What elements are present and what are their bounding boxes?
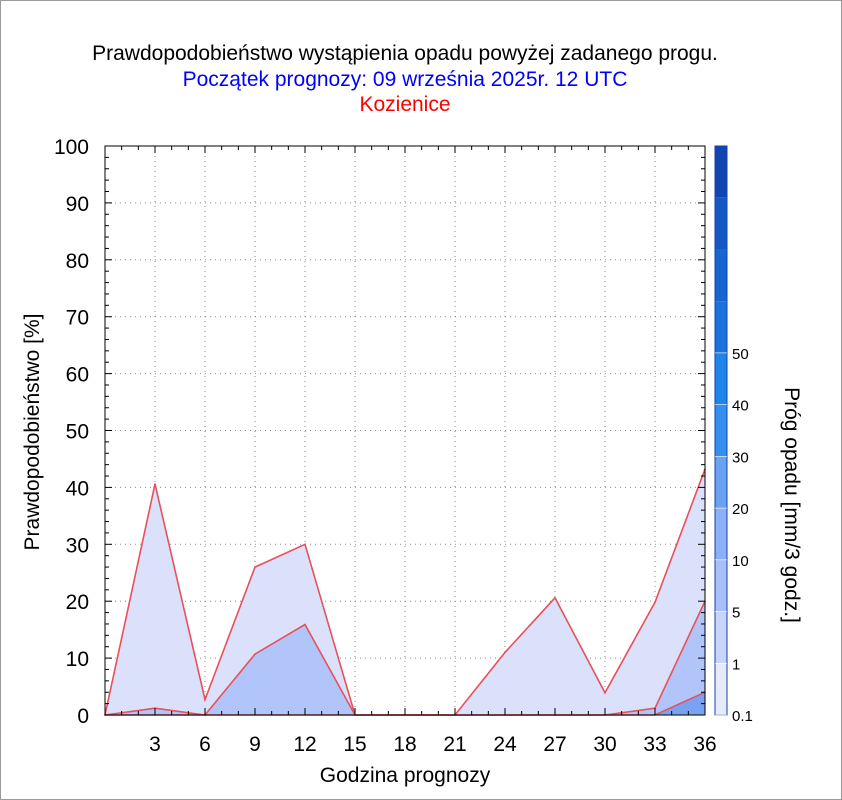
- x-tick-label: 33: [643, 733, 666, 756]
- data-point-threshold-0.1: [254, 566, 256, 568]
- threshold-areas: [104, 468, 706, 716]
- data-point-threshold-0.1: [654, 601, 656, 604]
- data-point-threshold-0.1: [204, 698, 206, 701]
- colorbar-segment: [715, 197, 727, 250]
- colorbar-segment: [715, 352, 727, 405]
- colorbar-segment: [715, 508, 727, 560]
- data-point-threshold-0.1: [554, 596, 556, 599]
- y-tick-label: 40: [66, 477, 89, 500]
- x-axis-ticks: 3 6 9 12 15 18 21 24 27 30 33 36: [104, 146, 717, 756]
- y-tick-label: 100: [54, 136, 89, 159]
- area-threshold-1: [105, 601, 705, 715]
- colorbar-tick-label: 50: [732, 346, 749, 363]
- data-point-threshold-0.1: [504, 651, 506, 654]
- forecast-start-subtitle: Początek prognozy: 09 września 2025r. 12…: [182, 68, 628, 91]
- y-tick-label: 90: [66, 193, 89, 216]
- colorbar-segment: [715, 559, 727, 612]
- x-tick-label: 18: [393, 733, 416, 756]
- colorbar-segment: [715, 611, 727, 664]
- y-tick-label: 30: [66, 534, 89, 557]
- y-tick-label: 80: [66, 250, 89, 273]
- y-tick-label: 20: [66, 591, 89, 614]
- colorbar-tick-label: 1: [732, 656, 740, 673]
- colorbar-segment: [715, 663, 727, 715]
- colorbar-label: Próg opadu [mm/3 godz.]: [780, 387, 803, 623]
- y-tick-label: 70: [66, 307, 89, 330]
- x-tick-label: 15: [343, 733, 366, 756]
- colorbar-segment: [715, 404, 727, 457]
- y-tick-label: 50: [66, 421, 89, 444]
- colorbar-segment: [715, 456, 727, 509]
- x-axis-label: Godzina prognozy: [320, 764, 491, 787]
- x-tick-label: 6: [199, 733, 211, 756]
- grid-lines: [105, 145, 706, 716]
- x-tick-label: 30: [593, 733, 616, 756]
- y-axis-label: Prawdopodobieństwo [%]: [21, 314, 44, 551]
- chart-title: Prawdopodobieństwo wystąpienia opadu pow…: [92, 42, 718, 65]
- y-tick-label: 10: [66, 648, 89, 671]
- colorbar-tick-label: 20: [732, 501, 749, 518]
- y-tick-label: 0: [77, 705, 89, 728]
- data-point-threshold-0.1: [604, 692, 606, 694]
- data-point-threshold-1: [254, 653, 256, 655]
- x-tick-label: 3: [149, 733, 161, 756]
- x-tick-label: 27: [543, 733, 566, 756]
- data-point-threshold-0.1: [304, 543, 306, 546]
- colorbar-tick-label: 30: [732, 449, 749, 466]
- x-tick-label: 36: [693, 733, 716, 756]
- location-name: Kozienice: [359, 93, 451, 116]
- x-tick-label: 12: [293, 733, 316, 756]
- x-tick-label: 9: [249, 733, 261, 756]
- colorbar-segment: [715, 301, 727, 353]
- colorbar-segment: [715, 249, 727, 302]
- x-tick-label: 24: [493, 733, 517, 756]
- colorbar-tick-label: 10: [732, 553, 749, 570]
- colorbar-tick-label: 0.1: [732, 708, 753, 725]
- threshold-colorbar: 0.1 1 5 10 20 30 40 50: [714, 145, 753, 725]
- y-axis-ticks: 0 10 20 30 40 50 60 70 80 90 100: [54, 136, 705, 728]
- colorbar-tick-label: 40: [732, 398, 749, 415]
- colorbar-segment: [715, 146, 727, 198]
- y-tick-label: 60: [66, 364, 89, 387]
- data-point-threshold-0.1: [154, 483, 156, 485]
- x-tick-label: 21: [443, 733, 466, 756]
- data-point-threshold-1: [304, 623, 306, 626]
- colorbar-tick-label: 5: [732, 605, 740, 622]
